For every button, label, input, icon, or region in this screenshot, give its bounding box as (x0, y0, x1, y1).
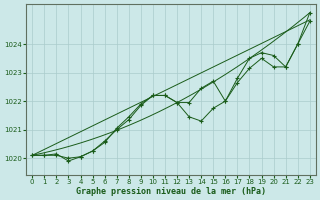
X-axis label: Graphe pression niveau de la mer (hPa): Graphe pression niveau de la mer (hPa) (76, 187, 266, 196)
